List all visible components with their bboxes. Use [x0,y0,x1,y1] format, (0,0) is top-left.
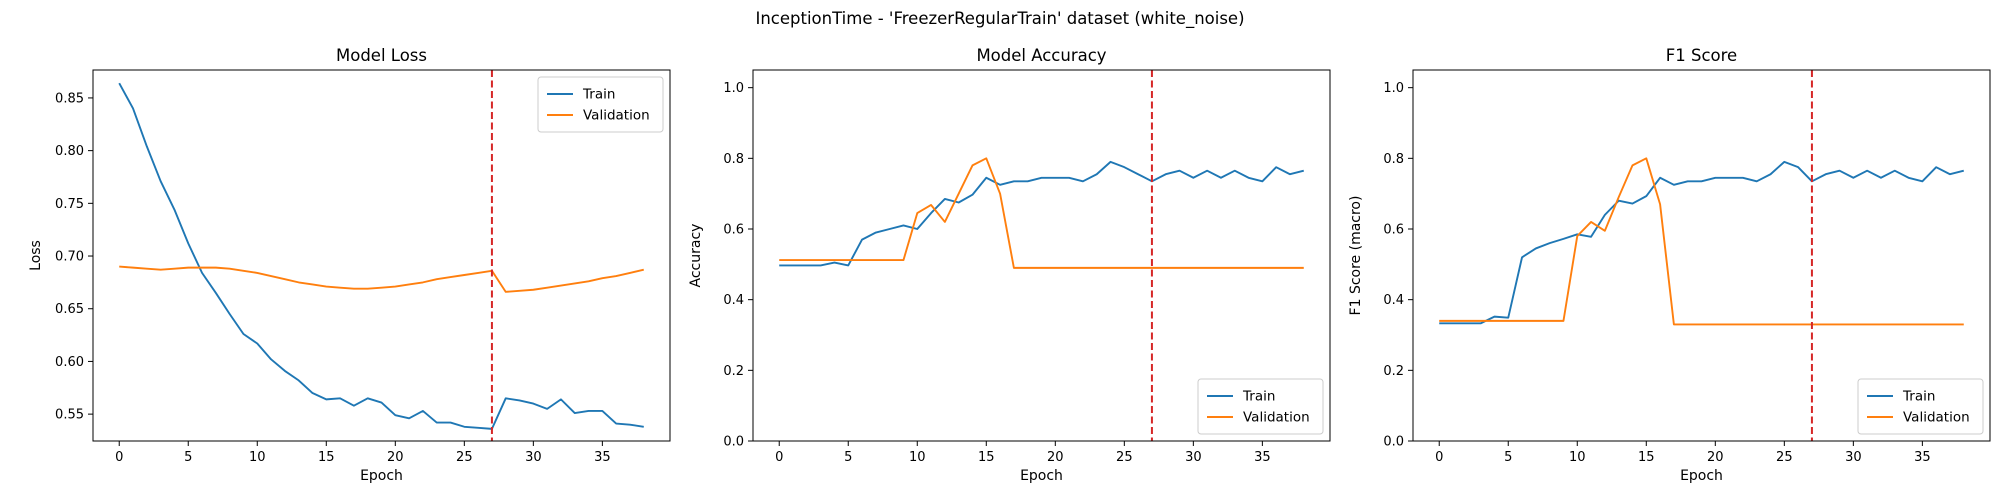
model-accuracy-legend: Train Validation [1198,379,1323,434]
model-loss-xtick-label: 20 [387,450,404,465]
model-accuracy-xtick-label: 30 [1185,450,1202,465]
model-accuracy-xtick-label: 10 [909,450,926,465]
model-accuracy-ytick-label: 1.0 [723,81,744,96]
model-loss-ylabel: Loss [28,240,44,271]
model-loss-xtick-label: 25 [456,450,473,465]
model-accuracy-ytick-label: 0.4 [723,293,744,308]
model-loss-ytick-label: 0.70 [55,250,84,265]
f1-score-ytick-label: 1.0 [1383,81,1404,96]
model-accuracy-xlabel: Epoch [1020,468,1063,484]
f1-score-xtick-label: 0 [1435,450,1443,465]
model-accuracy-ytick-label: 0.6 [723,223,744,238]
f1-score-ytick-label: 0.0 [1383,435,1404,450]
model-accuracy-xtick-label: 15 [978,450,995,465]
f1-score-legend-validation-label: Validation [1903,410,1970,426]
model-loss-ytick-label: 0.65 [55,302,84,317]
model-loss-title: Model Loss [336,46,427,65]
model-accuracy-ytick-label: 0.0 [723,435,744,450]
model-loss-xtick-label: 35 [594,450,611,465]
f1-score-xtick-label: 10 [1569,450,1586,465]
model-accuracy-xtick-label: 25 [1116,450,1133,465]
model-loss-xtick-label: 10 [249,450,266,465]
f1-score-xtick-label: 25 [1776,450,1793,465]
f1-score-xtick-label: 30 [1845,450,1862,465]
f1-score-legend: Train Validation [1858,379,1983,434]
model-loss-ytick-label: 0.80 [55,144,84,159]
model-accuracy-title: Model Accuracy [976,46,1106,65]
model-accuracy-ytick-label: 0.8 [723,152,744,167]
model-loss-legend: Train Validation [538,77,663,132]
model-loss-xtick-label: 5 [184,450,192,465]
model-loss-legend-box [538,77,663,132]
model-accuracy-legend-train-label: Train [1242,389,1275,405]
model-loss-xtick-label: 30 [525,450,542,465]
model-accuracy-ytick-label: 0.2 [723,364,744,379]
f1-score-ytick-label: 0.6 [1383,223,1404,238]
model-loss-ytick-label: 0.60 [55,355,84,370]
model-loss-legend-train-label: Train [582,87,615,103]
model-loss-ytick-label: 0.85 [55,91,84,106]
model-loss-ytick-label: 0.75 [55,197,84,212]
f1-score-xtick-label: 20 [1707,450,1724,465]
f1-score-xlabel: Epoch [1680,468,1723,484]
f1-score-xtick-label: 5 [1504,450,1512,465]
f1-score-legend-box [1858,379,1983,434]
f1-score-title: F1 Score [1666,46,1737,65]
model-loss-ytick-label: 0.55 [55,408,84,423]
model-accuracy-xtick-label: 35 [1254,450,1271,465]
model-accuracy-xtick-label: 20 [1047,450,1064,465]
model-loss-xtick-label: 15 [318,450,335,465]
figure-suptitle: InceptionTime - 'FreezerRegularTrain' da… [755,9,1244,29]
model-accuracy-xtick-label: 5 [844,450,852,465]
f1-score-ytick-label: 0.8 [1383,152,1404,167]
f1-score-ylabel: F1 Score (macro) [1348,196,1364,316]
model-loss-legend-validation-label: Validation [583,108,650,124]
model-accuracy-legend-box [1198,379,1323,434]
model-loss-xlabel: Epoch [360,468,403,484]
model-loss-xtick-label: 0 [115,450,123,465]
f1-score-ytick-label: 0.2 [1383,364,1404,379]
model-accuracy-xtick-label: 0 [775,450,783,465]
f1-score-xtick-label: 15 [1638,450,1655,465]
f1-score-ytick-label: 0.4 [1383,293,1404,308]
model-accuracy-ylabel: Accuracy [688,224,704,288]
f1-score-legend-train-label: Train [1902,389,1935,405]
f1-score-xtick-label: 35 [1914,450,1931,465]
model-accuracy-legend-validation-label: Validation [1243,410,1310,426]
